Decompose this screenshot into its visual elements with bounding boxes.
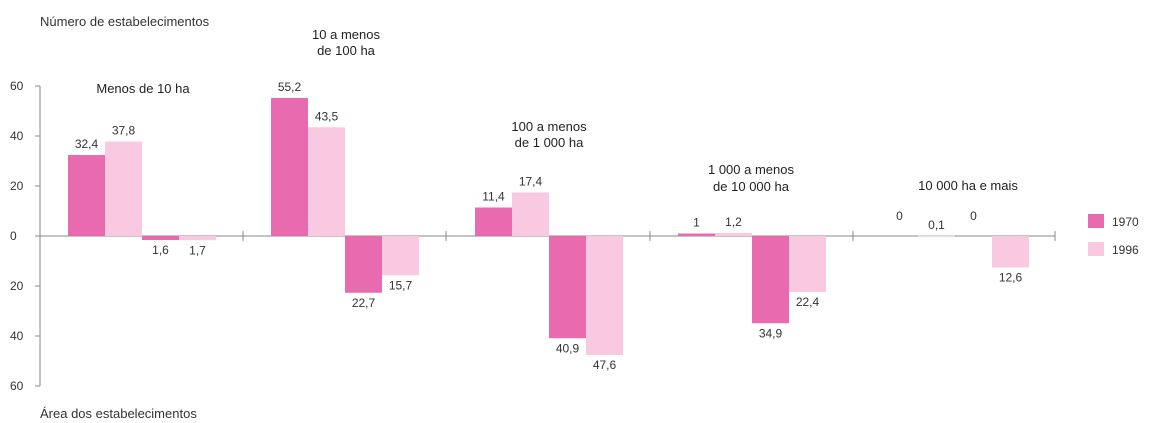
y-tick-label: 0 [10,229,17,243]
y-tick-label: 60 [10,379,24,393]
bar-bottom-1970 [142,236,179,240]
category-label: 100 a menos [511,119,587,134]
data-label: 0 [896,209,903,223]
data-label: 34,9 [759,326,783,340]
data-label: 1,7 [189,243,206,257]
y-ticks: 60 40 20 0 20 40 60 [10,79,1056,393]
top-axis-label: Número de estabelecimentos [40,14,210,29]
data-label: 12,6 [999,271,1023,285]
data-label: 17,4 [519,175,543,189]
category-label: Menos de 10 ha [96,81,190,96]
legend-swatch [1088,214,1104,228]
data-label: 22,7 [352,296,376,310]
bar-top-1996 [918,235,955,237]
bar-top-1996 [308,127,345,236]
category-label: de 100 ha [317,43,376,58]
data-label: 22,4 [796,295,820,309]
bar-bottom-1970 [549,236,586,339]
bottom-axis-label: Área dos estabelecimentos [40,406,197,421]
data-label: 37,8 [112,124,136,138]
data-label: 11,4 [482,190,505,204]
category-label: 10 000 ha e mais [918,178,1018,193]
data-label: 0,1 [928,218,945,232]
bar-bottom-1996 [179,236,216,241]
bar-top-1970 [678,233,715,236]
bar-top-1970 [271,98,308,236]
legend: 1970 1996 [1088,214,1139,257]
data-label: 15,7 [389,278,413,292]
category-label: de 10 000 ha [713,179,790,194]
bar-top-1996 [715,233,752,236]
category-group: 10 000 ha e mais 0 0,1 0 12,6 [896,178,1029,285]
data-label: 40,9 [556,341,580,355]
bar-bottom-1996 [586,236,623,355]
data-label: 32,4 [75,137,99,151]
bar-bottom-1970 [752,236,789,324]
category-group: Menos de 10 ha 32,4 37,8 1,6 1,7 [68,81,216,257]
category-group: 1 000 a menos de 10 000 ha 1 1,2 34,9 22,4 [678,162,826,340]
y-tick-label: 20 [10,279,24,293]
bar-top-1996 [512,192,549,236]
y-tick-label: 20 [10,179,24,193]
data-label: 55,2 [278,80,302,94]
y-tick-label: 40 [10,129,24,143]
bar-bottom-1970 [345,236,382,293]
category-label: 10 a menos [312,27,380,42]
legend-swatch [1088,242,1104,256]
data-label: 1,6 [152,243,169,257]
category-label: 1 000 a menos [708,162,795,177]
bar-bottom-1996 [992,236,1029,268]
bar-bottom-1996 [789,236,826,292]
data-label: 1,2 [725,215,742,229]
data-label: 43,5 [315,109,339,123]
data-label: 1 [693,216,700,230]
legend-label: 1970 [1112,215,1139,229]
bar-bottom-1996 [382,236,419,276]
data-label: 47,6 [593,358,617,372]
y-tick-label: 40 [10,329,24,343]
y-tick-label: 60 [10,79,24,93]
legend-label: 1996 [1112,243,1139,257]
bar-top-1970 [68,155,105,236]
category-label: de 1 000 ha [515,135,584,150]
data-label: 0 [970,209,977,223]
bar-top-1970 [475,207,512,236]
bar-top-1996 [105,141,142,236]
